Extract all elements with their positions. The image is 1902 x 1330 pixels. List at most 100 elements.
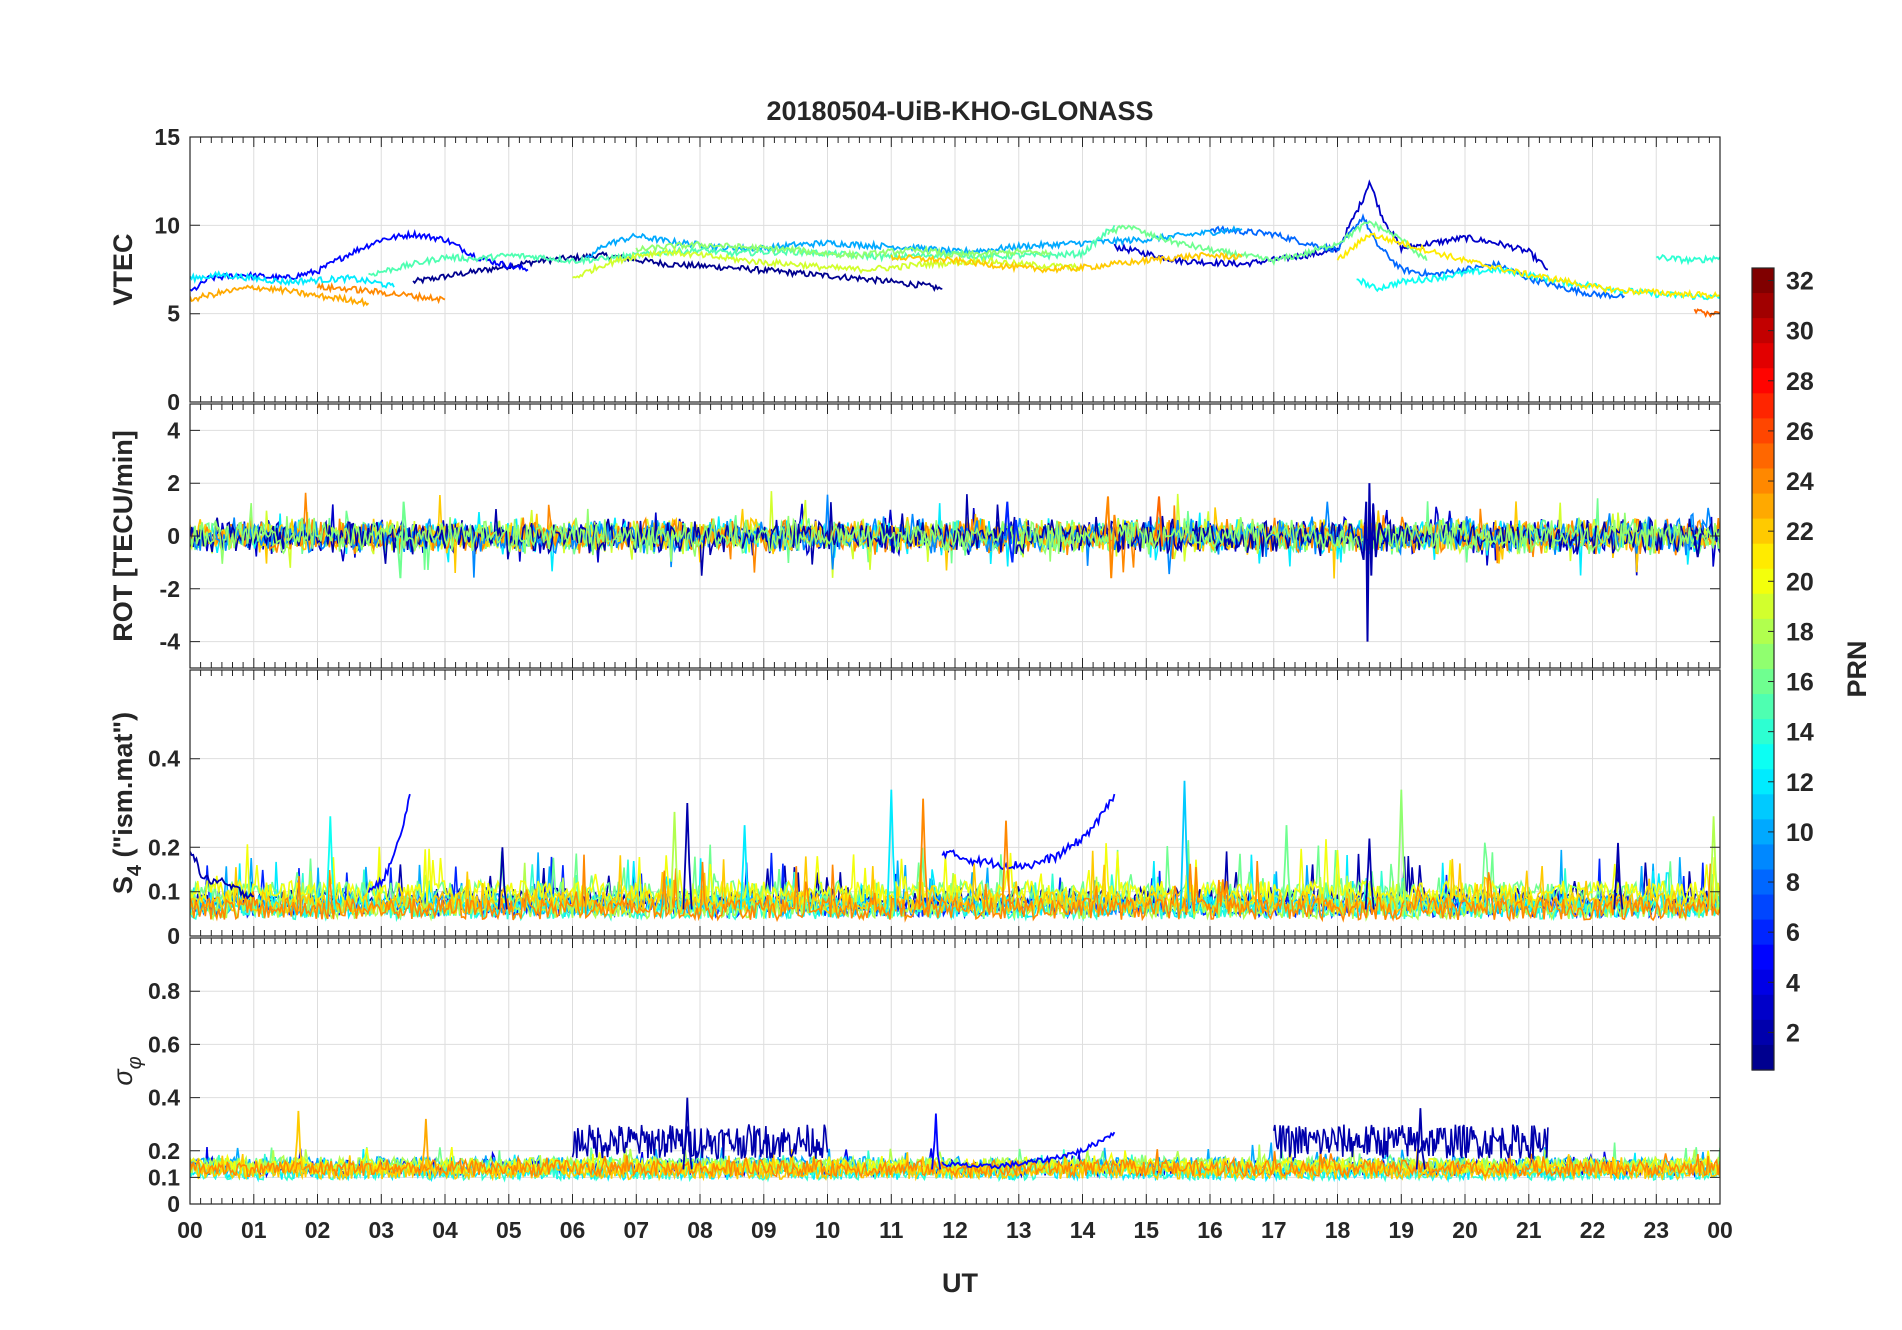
x-tick-label: 18 bbox=[1325, 1217, 1351, 1243]
x-tick-label: 11 bbox=[879, 1217, 904, 1243]
x-tick-label: 16 bbox=[1197, 1217, 1223, 1243]
x-tick-label: 23 bbox=[1643, 1217, 1669, 1243]
y-tick-label-sigma_phi: 0.6 bbox=[148, 1031, 180, 1057]
y-tick-label-sigma_phi: 0.2 bbox=[148, 1138, 180, 1164]
s4-spike-7 bbox=[1001, 820, 1012, 910]
colorbar-segment bbox=[1752, 618, 1774, 645]
colorbar-segment bbox=[1752, 1019, 1774, 1046]
ylabel-rest: ("ism.mat") bbox=[108, 712, 138, 865]
data-rot bbox=[190, 483, 1720, 642]
colorbar-segment bbox=[1752, 819, 1774, 846]
colorbar-tick-label: 30 bbox=[1786, 318, 1814, 346]
sigma_phi-spike-2 bbox=[682, 1097, 693, 1170]
y-tick-label-sigma_phi: 0.8 bbox=[148, 978, 180, 1004]
panel-vtec: 0 5 10 15 VTEC bbox=[108, 124, 1721, 415]
x-tick-label: 00 bbox=[1707, 1217, 1733, 1243]
ylabel-main: σ bbox=[108, 1068, 138, 1086]
x-tick-label: 06 bbox=[560, 1217, 586, 1243]
rot-series-prn-25-3 bbox=[1154, 496, 1164, 547]
vtec-series-prn-12-5 bbox=[190, 270, 395, 289]
y-tick-label-rot: 2 bbox=[167, 470, 180, 496]
colorbar-tick-label: 12 bbox=[1786, 769, 1814, 797]
colorbar-segment bbox=[1752, 919, 1774, 946]
sigma-active-band-0 bbox=[571, 1124, 829, 1161]
colorbar-tick-label: 28 bbox=[1786, 368, 1814, 396]
colorbar-tick-label: 18 bbox=[1786, 618, 1814, 646]
s4-noise-prn-22 bbox=[190, 850, 1720, 917]
colorbar-tick-label: 22 bbox=[1786, 518, 1814, 546]
vtec-series-prn-22-13 bbox=[890, 251, 1243, 274]
ylabel-sub: φ bbox=[124, 1056, 146, 1069]
colorbar-tick-label: 4 bbox=[1786, 969, 1800, 997]
y-tick-label-sigma_phi: 0 bbox=[167, 1191, 180, 1217]
x-tick-label: 12 bbox=[942, 1217, 968, 1243]
s4-spike-4 bbox=[739, 825, 750, 910]
x-tick-label: 21 bbox=[1516, 1217, 1542, 1243]
y-tick-label-vtec: 0 bbox=[167, 389, 180, 415]
x-tick-label: 04 bbox=[432, 1217, 458, 1243]
sigma-noise-prn-18 bbox=[190, 1144, 1720, 1177]
x-tick-label: 07 bbox=[623, 1217, 649, 1243]
colorbar-segment bbox=[1752, 518, 1774, 545]
x-tick-label: 20 bbox=[1452, 1217, 1478, 1243]
colorbar-segment bbox=[1752, 268, 1774, 294]
colorbar-tick-label: 24 bbox=[1786, 468, 1814, 496]
rot-noise-prn-2 bbox=[190, 494, 1720, 576]
ticks-vtec bbox=[189, 136, 1721, 403]
x-tick-label: 02 bbox=[305, 1217, 331, 1243]
data-s4 bbox=[190, 780, 1720, 923]
colorbar-tick-label: 16 bbox=[1786, 669, 1814, 697]
s4-spike-1 bbox=[497, 847, 508, 910]
colorbar-tick-label: 14 bbox=[1786, 719, 1814, 747]
x-tick-label: 15 bbox=[1133, 1217, 1159, 1243]
y-tick-label-s4: 0.2 bbox=[148, 834, 180, 860]
colorbar-frame bbox=[1751, 267, 1775, 1071]
y-tick-label-sigma_phi: 0.4 bbox=[148, 1085, 180, 1111]
x-tick-label: 03 bbox=[368, 1217, 394, 1243]
ticks-rot bbox=[189, 404, 1721, 668]
colorbar-segment bbox=[1752, 643, 1774, 670]
s4-spike-5 bbox=[886, 789, 897, 910]
colorbar-segment bbox=[1752, 869, 1774, 896]
s4-spike-2 bbox=[669, 811, 680, 910]
y-tick-label-rot: -4 bbox=[160, 629, 181, 655]
x-tick-label: 05 bbox=[496, 1217, 522, 1243]
sigma_phi-spike-4 bbox=[931, 1113, 942, 1170]
colorbar-segment bbox=[1752, 769, 1774, 795]
vtec-series-prn-15-8 bbox=[368, 224, 1116, 277]
colorbar-segment bbox=[1752, 794, 1774, 820]
sigma-active-band-1 bbox=[1273, 1124, 1549, 1160]
colorbar-segment bbox=[1752, 719, 1774, 745]
tick-marks-vtec bbox=[189, 136, 1721, 403]
vtec-series-prn-25-16 bbox=[1693, 308, 1720, 318]
data-vtec bbox=[190, 179, 1720, 318]
colorbar-segment bbox=[1752, 694, 1774, 720]
x-tick-label: 14 bbox=[1070, 1217, 1096, 1243]
y-tick-label-s4: 0.1 bbox=[148, 879, 180, 905]
s4-spike-13 bbox=[1708, 816, 1719, 910]
vtec-series-prn-21-12 bbox=[1336, 232, 1720, 300]
s4-spike-9 bbox=[1281, 825, 1292, 910]
x-tick-label: 08 bbox=[687, 1217, 713, 1243]
rot-noise-prn-17 bbox=[190, 503, 1720, 564]
colorbar-segment bbox=[1752, 418, 1774, 445]
colorbar-segment bbox=[1752, 844, 1774, 871]
s4-series-prn-2-2 bbox=[190, 851, 254, 900]
panel-sigma_phi: 00.10.2 0.4 0.6 0.8 σφ 00 01 02 03 04 05 06 07 08 09 10… bbox=[108, 937, 1733, 1243]
ticks-s4 bbox=[189, 670, 1721, 937]
ticks-sigma_phi bbox=[189, 938, 1721, 1205]
y-axis-label-rot: ROT [TECU/min] bbox=[108, 430, 138, 641]
vtec-series-prn-16-9 bbox=[1107, 220, 1428, 267]
s4-spike-6 bbox=[918, 798, 929, 910]
colorbar-segment bbox=[1752, 593, 1774, 620]
y-tick-label-sigma_phi: 0.1 bbox=[148, 1164, 180, 1190]
colorbar-tick-label: 26 bbox=[1786, 418, 1814, 446]
colorbar-tick-label: 20 bbox=[1786, 568, 1814, 596]
rot-series-prn-16-4 bbox=[396, 501, 408, 579]
colorbar-segment bbox=[1752, 568, 1774, 595]
sigma-noise-prn-24 bbox=[190, 1149, 1720, 1180]
x-tick-label: 00 bbox=[177, 1217, 203, 1243]
data-sigma_phi bbox=[190, 1097, 1720, 1183]
